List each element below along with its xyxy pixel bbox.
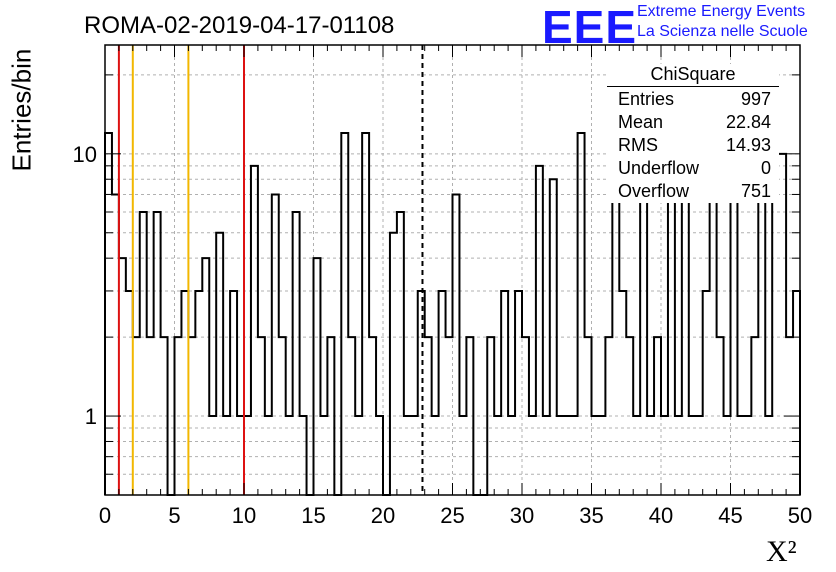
stats-box: ChiSquare Entries 997 Mean 22.84 RMS 14.… — [607, 64, 779, 203]
histogram-bin — [181, 291, 188, 495]
histogram-bin — [195, 291, 202, 495]
histogram-bin — [418, 291, 425, 495]
stats-label: Underflow — [618, 158, 700, 178]
stats-value: 751 — [740, 181, 771, 201]
histogram-bin — [703, 291, 710, 495]
histogram-bin — [731, 154, 738, 495]
logo-text-line1: Extreme Energy Events — [637, 3, 806, 20]
histogram-bin — [710, 166, 717, 495]
stats-label: RMS — [618, 135, 658, 155]
histogram-bin — [119, 258, 126, 495]
axis-ticks — [104, 45, 801, 496]
histogram-bin — [154, 212, 161, 495]
x-tick-label: 40 — [649, 503, 673, 528]
histogram-bin — [515, 291, 522, 495]
x-tick-label: 20 — [371, 503, 395, 528]
tick-labels: 0 5 10 15 20 25 30 35 40 45 50 1 10 — [73, 142, 813, 528]
marker-lines — [117, 45, 424, 495]
histogram-bin — [397, 212, 404, 495]
histogram-bin — [230, 291, 237, 495]
x-tick-label: 5 — [168, 503, 180, 528]
x-tick-label: 30 — [510, 503, 534, 528]
histogram-bin — [536, 166, 543, 495]
histogram-bin — [251, 166, 258, 495]
histogram-bin — [619, 291, 626, 495]
histogram-bin — [126, 291, 133, 495]
histogram-bin — [453, 194, 460, 495]
histogram-bars — [104, 106, 801, 496]
x-axis-label: X² — [766, 535, 797, 568]
stats-label: Entries — [618, 89, 675, 109]
histogram-bin — [640, 194, 647, 495]
stats-label: Overflow — [618, 181, 690, 201]
x-tick-label: 10 — [232, 503, 256, 528]
stats-value: 22.84 — [725, 112, 771, 132]
histogram-bin — [779, 154, 786, 495]
stats-value: 0 — [760, 158, 771, 178]
stats-title: ChiSquare — [607, 64, 779, 87]
x-tick-label: 25 — [440, 503, 464, 528]
histogram-bin — [314, 258, 321, 495]
stats-value: 997 — [740, 89, 771, 109]
histogram-bin — [501, 291, 508, 495]
logo-text-line2: La Scienza nelle Scuole — [637, 23, 808, 40]
y-axis-label: Entries/bin — [6, 48, 37, 172]
histogram-bin — [202, 258, 209, 495]
histogram-bin — [439, 291, 446, 495]
chart-title: ROMA-02-2019-04-17-01108 — [84, 12, 395, 39]
histogram-bin — [293, 212, 300, 495]
histogram-bin — [362, 133, 369, 495]
x-tick-label: 45 — [718, 503, 742, 528]
stats-label: Mean — [618, 112, 664, 132]
histogram-bin — [216, 233, 223, 495]
y-tick-label: 10 — [73, 142, 97, 167]
histogram-bin — [390, 233, 397, 495]
histogram-bin — [772, 154, 779, 495]
x-tick-label: 15 — [301, 503, 325, 528]
x-tick-label: 50 — [788, 503, 812, 528]
histogram-outline — [104, 106, 801, 496]
stats-row-entries: Entries 997 — [607, 88, 779, 111]
eee-logo: EEE — [542, 1, 638, 53]
stats-row-rms: RMS 14.93 — [607, 134, 779, 157]
histogram-bin — [341, 133, 348, 495]
stats-value: 14.93 — [725, 135, 771, 155]
histogram-bin — [105, 133, 112, 495]
histogram-bin — [793, 291, 800, 495]
histogram-bin — [140, 212, 147, 495]
y-tick-label: 1 — [85, 404, 97, 429]
x-tick-label: 0 — [99, 503, 111, 528]
x-tick-label: 35 — [579, 503, 603, 528]
stats-row-underflow: Underflow 0 — [607, 157, 779, 180]
stats-row-overflow: Overflow 751 — [607, 180, 779, 203]
histogram-bin — [272, 194, 279, 495]
histogram-bin — [578, 133, 585, 495]
histogram-bin — [112, 194, 119, 495]
stats-row-mean: Mean 22.84 — [607, 111, 779, 134]
